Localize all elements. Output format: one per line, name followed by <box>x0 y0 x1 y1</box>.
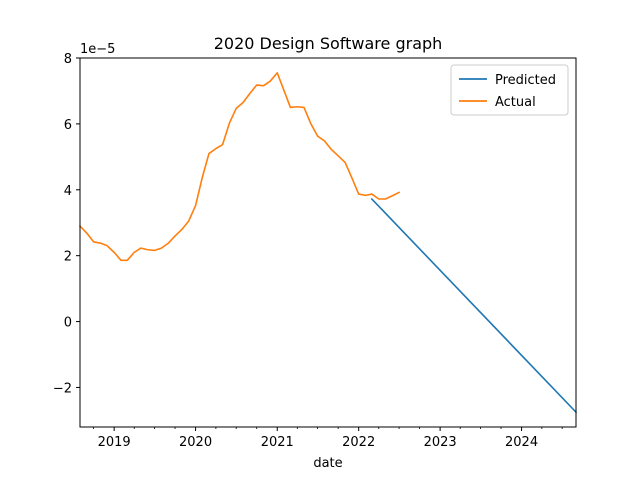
series-line-actual <box>78 72 401 262</box>
y-tick-label: 8 <box>64 52 72 67</box>
y-tick-label: −2 <box>53 381 72 396</box>
legend-box <box>450 64 569 116</box>
chart-title: 2020 Design Software graph <box>214 34 443 53</box>
x-axis-label: date <box>313 456 342 471</box>
y-axis-offset-label: 1e−5 <box>80 42 115 57</box>
x-tick-label: 2021 <box>261 435 294 450</box>
y-tick-label: 6 <box>64 118 72 133</box>
x-tick-label: 2024 <box>505 435 538 450</box>
legend: Predicted Actual <box>450 64 569 116</box>
series-line-predicted <box>370 197 578 414</box>
x-tick-label: 2022 <box>342 435 375 450</box>
y-axis-ticks: −2 0 2 4 6 8 <box>53 52 80 396</box>
x-tick-label: 2019 <box>98 435 131 450</box>
y-tick-label: 2 <box>64 250 72 265</box>
plot-area-frame <box>79 57 577 428</box>
series-layer <box>78 72 578 414</box>
y-tick-label: 4 <box>64 184 72 199</box>
x-axis-ticks: 2019 2020 2021 2022 2023 2024 <box>93 427 563 450</box>
y-tick-label: 0 <box>64 316 72 331</box>
x-tick-label: 2023 <box>424 435 457 450</box>
x-tick-label: 2020 <box>179 435 212 450</box>
legend-label-predicted: Predicted <box>495 73 556 88</box>
legend-label-actual: Actual <box>495 95 536 110</box>
